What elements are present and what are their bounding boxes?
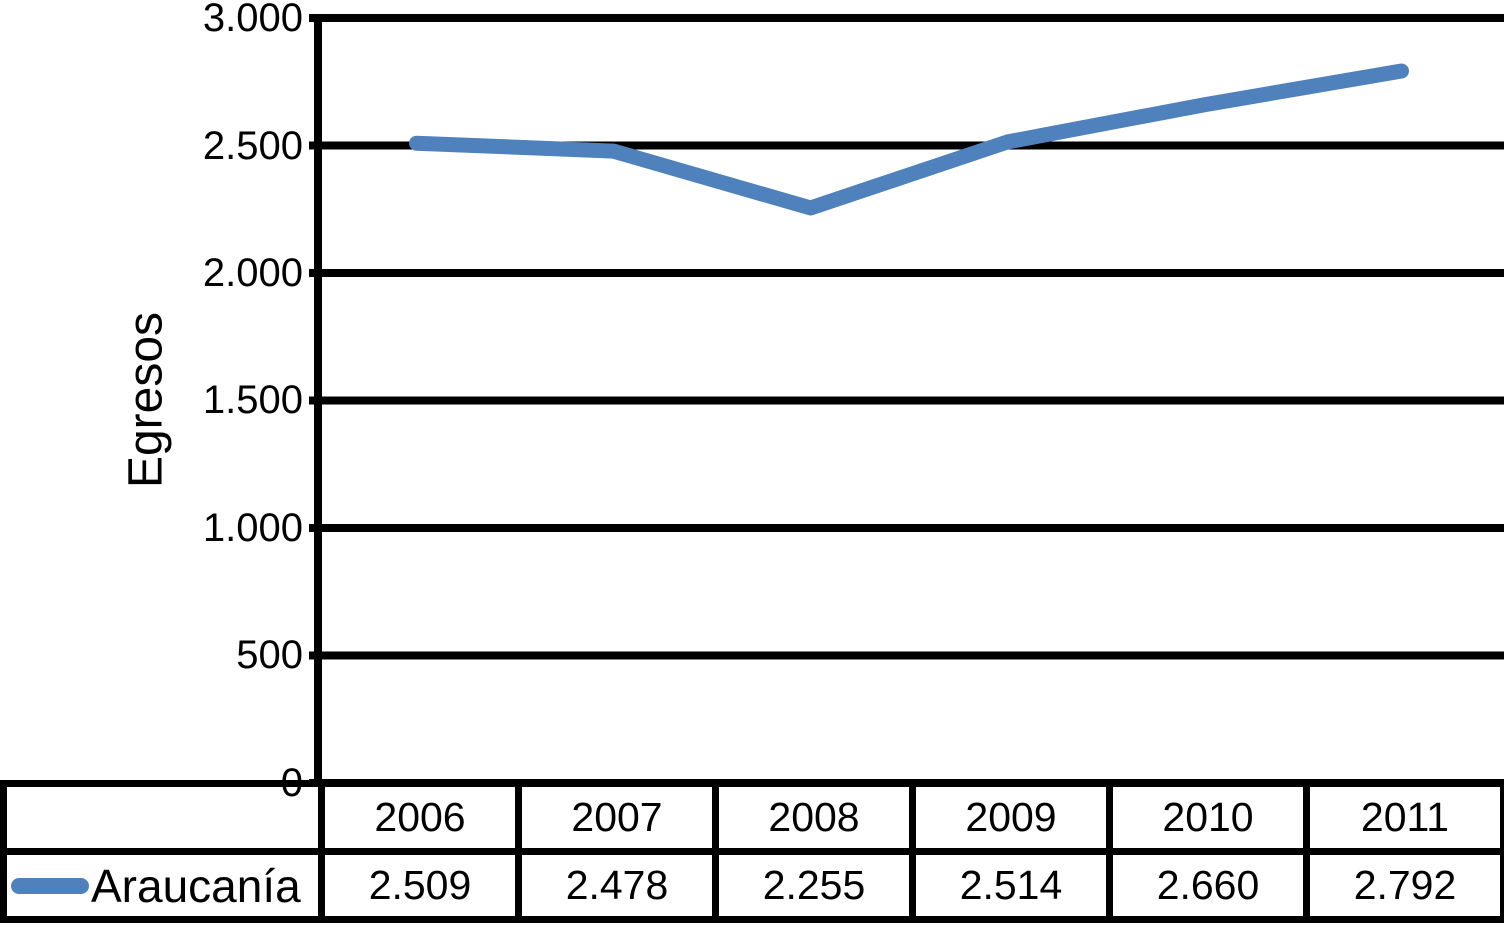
y-tick-label-2500: 2.500 [202, 124, 303, 168]
value-cell: 2.478 [515, 848, 719, 923]
series-value-row: Araucanía 2.509 2.478 2.255 2.514 2.660 … [0, 848, 1504, 923]
value-cell: 2.509 [318, 848, 522, 923]
year-header-cell: 2010 [1106, 780, 1310, 855]
legend-line-marker-icon [11, 877, 89, 894]
legend-cell: Araucanía [0, 848, 325, 923]
series-name-label: Araucanía [91, 859, 301, 912]
year-header-row: 2006 2007 2008 2009 2010 2011 [0, 780, 1504, 855]
data-table: 2006 2007 2008 2009 2010 2011 Araucanía … [0, 780, 1504, 923]
value-cell: 2.255 [712, 848, 916, 923]
y-tick-label-2000: 2.000 [202, 251, 303, 295]
year-header-cell: 2011 [1303, 780, 1504, 855]
value-cell: 2.514 [909, 848, 1113, 923]
year-header-cell: 2006 [318, 780, 522, 855]
value-cell: 2.660 [1106, 848, 1310, 923]
year-header-cell: 2008 [712, 780, 916, 855]
y-tick-label-1500: 1.500 [202, 378, 303, 422]
value-cell: 2.792 [1303, 848, 1504, 923]
year-header-cell: 2007 [515, 780, 719, 855]
corner-spacer-cell [0, 780, 325, 855]
y-tick-label-1000: 1.000 [202, 506, 303, 550]
year-header-cell: 2009 [909, 780, 1113, 855]
y-tick-label-500: 500 [236, 633, 303, 677]
y-tick-label-3000: 3.000 [202, 0, 303, 40]
